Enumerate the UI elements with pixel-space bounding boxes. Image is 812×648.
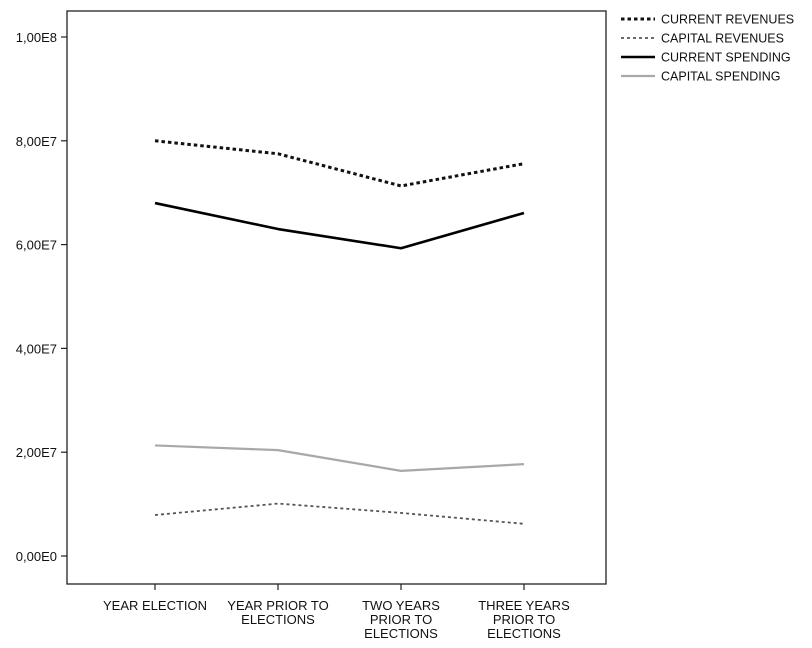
legend-label: CURRENT REVENUES [661, 13, 794, 27]
x-category-label-line: ELECTIONS [241, 612, 315, 627]
y-tick-label: 0,00E0 [16, 549, 57, 564]
plot-area-frame [66, 10, 607, 585]
y-tick-label: 2,00E7 [16, 445, 57, 460]
x-category-label-line: ELECTIONS [487, 626, 561, 641]
y-tick-label: 8,00E7 [16, 134, 57, 149]
x-category-label: THREE YEARS PRIOR TO ELECTIONS [478, 598, 570, 641]
legend-label: CAPITAL SPENDING [661, 70, 780, 84]
x-category-label-line: ELECTIONS [364, 626, 438, 641]
legend-label: CURRENT SPENDING [661, 51, 791, 65]
series-line-current-revenues [154, 139, 525, 188]
x-category-label-line: PRIOR TO [370, 612, 432, 627]
x-category-label-line: YEAR PRIOR TO [227, 598, 328, 613]
x-category-label: TWO YEARS PRIOR TO ELECTIONS [362, 598, 440, 641]
x-category-label-line: PRIOR TO [493, 612, 555, 627]
x-category-label-line: TWO YEARS [362, 598, 440, 613]
legend-label: CAPITAL REVENUES [661, 32, 784, 46]
y-tick-label: 1,00E8 [16, 30, 57, 45]
series-line-capital-spending [154, 444, 525, 472]
y-tick-label: 4,00E7 [16, 341, 57, 356]
series-line-current-spending [154, 201, 525, 250]
y-tick-label: 6,00E7 [16, 238, 57, 253]
x-category-label: YEAR PRIOR TO ELECTIONS [227, 598, 328, 627]
x-category-label-line: YEAR ELECTION [103, 598, 207, 613]
x-category-label-line: THREE YEARS [478, 598, 570, 613]
series-line-capital-revenues [154, 502, 525, 525]
x-category-label: YEAR ELECTION [103, 598, 207, 613]
